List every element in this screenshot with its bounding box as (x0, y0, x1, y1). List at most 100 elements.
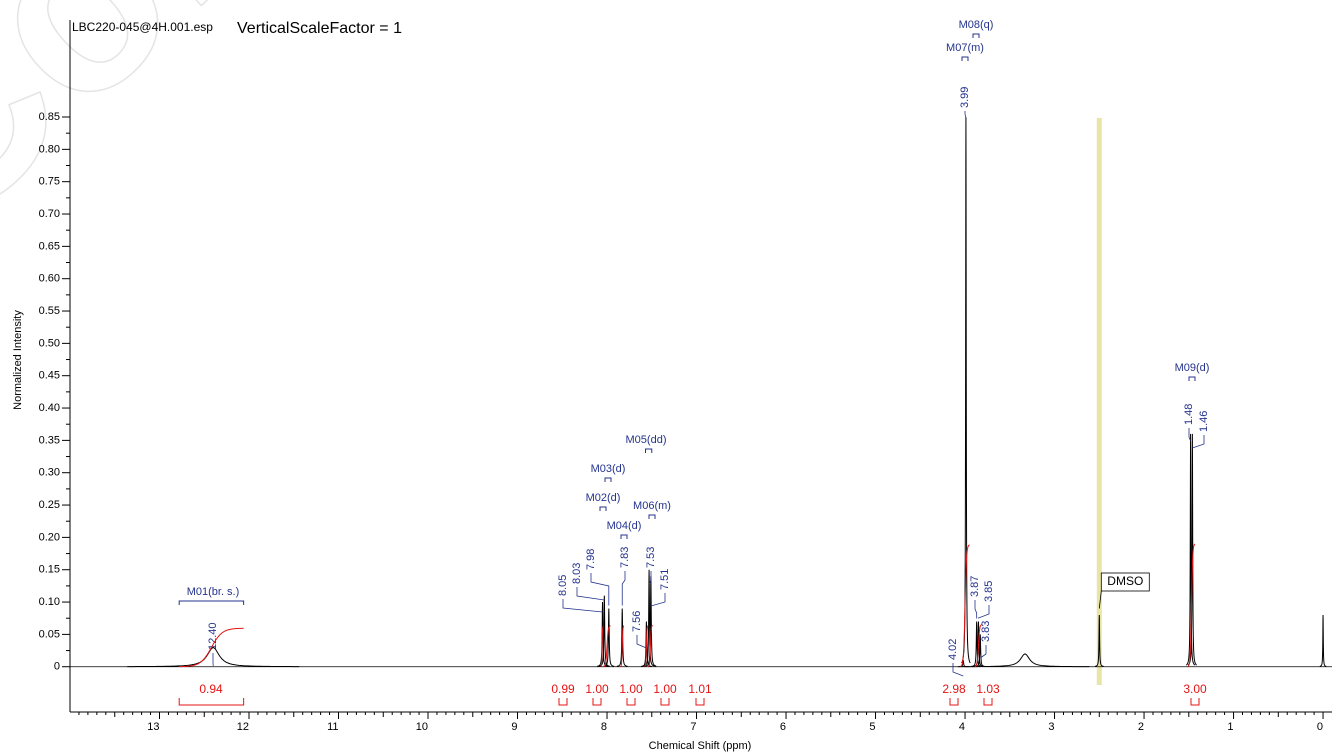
integral-label: 0.94 (199, 682, 223, 696)
peak-label: 1.48 (1183, 404, 1195, 425)
peak (598, 595, 610, 667)
x-tick-label: 12 (237, 721, 249, 733)
peak-leader (974, 600, 978, 619)
peak-leader (621, 571, 626, 606)
peak-leader (1192, 435, 1205, 449)
peak-label: 3.85 (983, 581, 995, 602)
peak (616, 608, 628, 667)
integral-label: 0.99 (551, 682, 575, 696)
solvent-label: DMSO (1107, 574, 1143, 588)
x-tick-label: 4 (959, 721, 965, 733)
x-tick-label: 1 (1227, 721, 1233, 733)
integral-bracket (178, 698, 245, 706)
integral-label: 1.03 (976, 682, 1000, 696)
peak-label: 7.56 (631, 611, 643, 632)
integral-curve (960, 544, 970, 667)
multiplet-bracket (1188, 376, 1196, 381)
integral-curve (620, 625, 625, 668)
integral-bracket (626, 698, 636, 706)
peak-leader (562, 599, 603, 613)
integral-label: 2.98 (942, 682, 966, 696)
multiplet-bracket (599, 506, 607, 511)
x-tick-label: 5 (869, 721, 875, 733)
multiplet-label: M01(br. s.) (187, 586, 240, 598)
x-tick-label: 10 (416, 721, 428, 733)
multiplet-label: M06(m) (633, 500, 671, 512)
peak-label: 3.87 (969, 576, 981, 597)
peak (640, 621, 652, 667)
x-tick-label: 2 (1138, 721, 1144, 733)
peak-label: 3.99 (959, 87, 971, 108)
integral-curve (1187, 543, 1196, 667)
y-tick-label: 0.45 (39, 370, 60, 382)
peak-leader (576, 587, 605, 601)
y-tick-label: 0.60 (39, 273, 60, 285)
y-tick-label: 0.30 (39, 467, 60, 479)
y-tick-label: 0.20 (39, 531, 60, 543)
peak-leader (1188, 428, 1191, 442)
watermark: Controlled Copy (0, 0, 1335, 283)
y-tick-label: 0.75 (39, 176, 60, 188)
x-tick-label: 6 (780, 721, 786, 733)
y-axis-title: Normalized Intensity (12, 310, 24, 410)
peak-label: 7.53 (645, 547, 657, 568)
multiplet-bracket (972, 33, 980, 38)
peak-label: 12.40 (207, 622, 219, 650)
y-tick-label: 0.80 (39, 143, 60, 155)
peak (1185, 433, 1196, 666)
peak-label: 7.51 (659, 569, 671, 590)
peak-leader (636, 635, 647, 649)
peak-leader (964, 111, 967, 119)
y-tick-label: 0.55 (39, 305, 60, 317)
integral-curve (974, 624, 983, 668)
scale-label: VerticalScaleFactor = 1 (237, 20, 402, 37)
y-tick-label: 0.10 (39, 596, 60, 608)
multiplet-bracket (178, 600, 245, 605)
y-tick-label: 0.70 (39, 208, 60, 220)
solvent-pointer (1098, 590, 1102, 609)
x-tick-label: 11 (327, 721, 338, 733)
multiplet-bracket (648, 514, 656, 519)
multiplet-label: M04(d) (607, 520, 642, 532)
peak-leader (648, 571, 652, 585)
peak-leader (952, 663, 964, 677)
integral-bracket (592, 698, 602, 706)
integral-label: 3.00 (1183, 682, 1207, 696)
y-tick-label: 0.35 (39, 434, 60, 446)
peak (127, 646, 300, 668)
integral-curve (648, 624, 653, 668)
integral-bracket (949, 698, 959, 706)
x-tick-label: 13 (147, 721, 159, 733)
peak-leader (978, 605, 990, 619)
solvent-box (1100, 572, 1150, 592)
peak-leader (980, 645, 987, 659)
y-tick-label: 0.05 (39, 628, 60, 640)
x-axis-title: Chemical Shift (ppm) (649, 740, 752, 752)
y-tick-label: 0 (54, 661, 60, 673)
multiplet-bracket (645, 448, 653, 453)
integral-label: 1.00 (653, 682, 677, 696)
integral-curve (603, 625, 611, 668)
x-tick-label: 3 (1048, 721, 1054, 733)
integral-curve (644, 625, 649, 668)
peak (1094, 614, 1104, 667)
multiplet-bracket (961, 56, 969, 61)
y-tick-label: 0.65 (39, 240, 60, 252)
x-tick-label: 0 (1317, 721, 1323, 733)
x-tick-label: 8 (601, 721, 607, 733)
integral-bracket (1190, 698, 1200, 706)
peak-label: 7.98 (585, 549, 597, 570)
x-tick-label: 9 (511, 721, 517, 733)
integral-label: 1.00 (585, 682, 609, 696)
integral-bracket (660, 698, 670, 706)
integral-label: 1.00 (619, 682, 643, 696)
integral-bracket (558, 698, 568, 706)
integral-bracket (983, 698, 993, 706)
file-name: LBC220-045@4H.001.esp (72, 20, 213, 34)
multiplet-label: M08(q) (959, 19, 994, 31)
peak (960, 653, 1090, 668)
y-tick-label: 0.15 (39, 564, 60, 576)
peak-label: 4.02 (947, 639, 959, 660)
peak (1319, 614, 1327, 667)
